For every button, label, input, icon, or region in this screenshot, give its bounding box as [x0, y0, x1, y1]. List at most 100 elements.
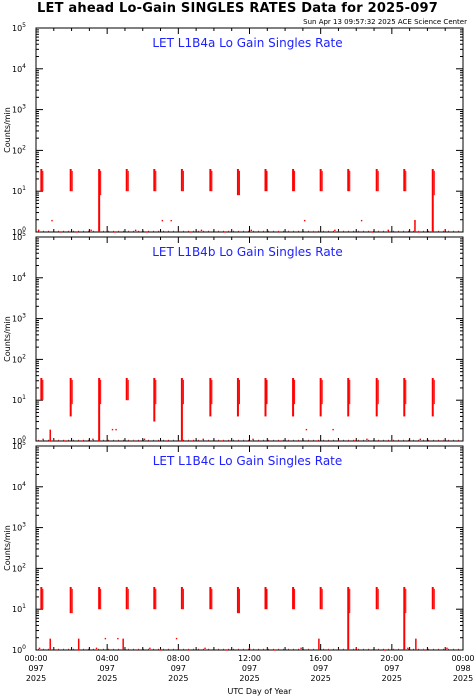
- y-axis-label: Counts/min: [3, 525, 12, 571]
- data-point: [414, 219, 416, 222]
- y-tick-exponent: 1: [22, 603, 26, 610]
- data-point: [170, 219, 172, 222]
- data-point: [442, 440, 445, 442]
- y-tick-exponent: 0: [22, 435, 26, 442]
- data-point: [353, 440, 356, 442]
- data-point: [446, 647, 448, 650]
- data-point: [95, 647, 98, 650]
- data-point: [419, 438, 421, 441]
- y-tick-exponent: 5: [22, 231, 26, 238]
- panel-title: LET L1B4a Lo Gain Singles Rate: [152, 36, 342, 50]
- y-tick-exponent: 3: [22, 522, 26, 529]
- data-point: [161, 219, 164, 222]
- y-axis-label: Counts/min: [3, 107, 12, 153]
- panel-title: LET L1B4c Lo Gain Singles Rate: [153, 454, 343, 468]
- data-point: [248, 647, 251, 650]
- x-tick-year: 2025: [382, 674, 402, 683]
- data-point: [223, 231, 226, 233]
- panel-title: LET L1B4b Lo Gain Singles Rate: [152, 245, 343, 259]
- data-point: [188, 649, 190, 651]
- data-point: [92, 438, 94, 441]
- data-point: [42, 438, 44, 441]
- data-point: [277, 231, 279, 233]
- data-point: [305, 428, 308, 431]
- data-point: [145, 231, 148, 233]
- x-tick-doy: 097: [384, 664, 399, 673]
- data-point: [334, 229, 336, 232]
- data-point: [60, 231, 62, 233]
- y-tick-exponent: 4: [22, 63, 26, 70]
- panel-1: LET L1B4a Lo Gain Singles Rate1001011021…: [3, 22, 464, 237]
- data-point: [202, 438, 204, 441]
- data-point: [423, 649, 425, 651]
- x-tick-doy: 097: [313, 664, 328, 673]
- data-point: [312, 231, 315, 233]
- data-point: [371, 231, 373, 233]
- data-point: [303, 219, 306, 222]
- x-tick-doy: 097: [171, 664, 186, 673]
- data-point: [63, 440, 66, 442]
- y-tick-label: 103: [12, 104, 26, 115]
- data-point: [204, 647, 206, 650]
- y-tick-label: 100: [12, 435, 26, 446]
- y-tick-label: 105: [12, 231, 26, 242]
- data-point: [113, 231, 115, 233]
- data-point: [76, 231, 78, 233]
- data-point: [90, 229, 92, 232]
- y-tick-label: 104: [12, 272, 26, 283]
- data-point: [191, 440, 194, 442]
- data-point: [225, 649, 228, 651]
- y-tick-exponent: 5: [22, 440, 26, 447]
- x-tick-time: 08:00: [167, 654, 190, 663]
- x-tick-time: 12:00: [238, 654, 261, 663]
- y-tick-label: 102: [12, 562, 26, 573]
- y-tick-exponent: 3: [22, 104, 26, 111]
- data-point: [78, 649, 80, 651]
- y-tick-label: 105: [12, 22, 26, 33]
- data-point: [143, 438, 146, 441]
- y-tick-exponent: 0: [22, 644, 26, 651]
- data-point: [417, 231, 420, 233]
- data-point: [111, 428, 114, 431]
- data-point: [279, 440, 281, 442]
- y-tick-exponent: 4: [22, 481, 26, 488]
- x-tick-doy: 097: [100, 664, 115, 673]
- data-point: [53, 440, 55, 442]
- y-tick-label: 102: [12, 353, 26, 364]
- data-point: [165, 440, 167, 442]
- y-tick-label: 104: [12, 481, 26, 492]
- data-point: [190, 231, 192, 233]
- data-point: [104, 637, 107, 640]
- y-tick-label: 104: [12, 63, 26, 74]
- y-tick-exponent: 2: [22, 353, 26, 360]
- data-point: [37, 229, 40, 232]
- data-point: [149, 647, 151, 650]
- x-tick-doy: 097: [28, 664, 43, 673]
- data-point: [360, 219, 363, 222]
- x-tick-time: 00:00: [24, 654, 47, 663]
- y-tick-label: 100: [12, 644, 26, 655]
- y-tick-label: 100: [12, 226, 26, 237]
- data-point: [38, 647, 41, 650]
- data-point: [250, 229, 252, 232]
- x-tick-time: 20:00: [380, 654, 403, 663]
- y-tick-exponent: 2: [22, 562, 26, 569]
- y-axis-label: Counts/min: [3, 316, 12, 362]
- data-point: [51, 219, 53, 222]
- y-tick-exponent: 0: [22, 226, 26, 233]
- x-tick-time: 16:00: [309, 654, 332, 663]
- x-tick-year: 2025: [26, 674, 46, 683]
- data-point: [200, 229, 203, 232]
- x-tick-year: 2025: [453, 674, 473, 683]
- y-tick-exponent: 4: [22, 272, 26, 279]
- data-point: [384, 649, 386, 651]
- data-point: [366, 438, 368, 441]
- x-tick-year: 2025: [168, 674, 188, 683]
- timestamp: Sun Apr 13 09:57:32 2025 ACE Science Cen…: [303, 18, 467, 26]
- data-point: [175, 637, 178, 640]
- data-point: [300, 647, 302, 650]
- x-axis-label: UTC Day of Year: [228, 687, 293, 696]
- data-point: [444, 229, 446, 232]
- x-tick-doy: 098: [455, 664, 470, 673]
